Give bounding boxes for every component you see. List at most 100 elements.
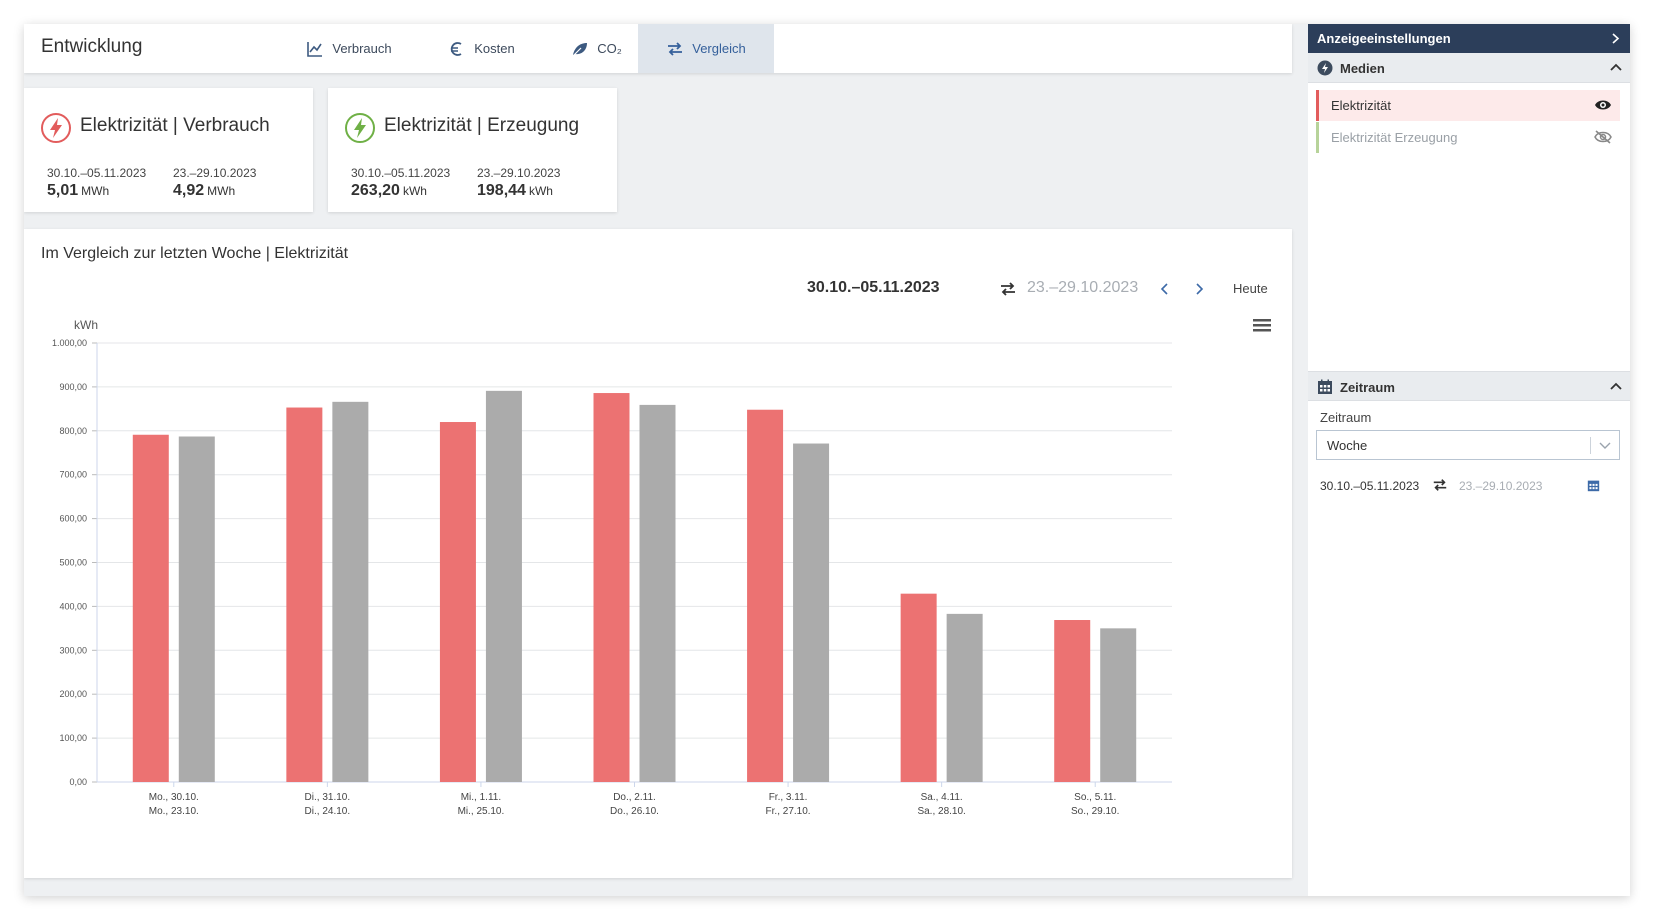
tab-label: CO₂ bbox=[597, 41, 622, 56]
top-bar: Entwicklung Verbrauch Kosten CO₂ bbox=[24, 24, 1292, 73]
y-axis-unit: kWh bbox=[74, 318, 98, 332]
y-tick-label: 600,00 bbox=[59, 514, 87, 524]
y-tick-label: 300,00 bbox=[59, 645, 87, 655]
period-label: 23.–29.10.2023 bbox=[173, 166, 257, 180]
page-title: Entwicklung bbox=[41, 36, 143, 57]
current-range: 30.10.–05.11.2023 bbox=[807, 279, 940, 296]
x-tick-label: Di., 24.10. bbox=[305, 806, 351, 817]
previous-period: 23.–29.10.2023 198,44 kWh bbox=[477, 166, 560, 200]
x-tick-label: So., 5.11. bbox=[1074, 792, 1116, 803]
section-media-header[interactable]: Medien bbox=[1308, 53, 1630, 83]
period-label: 23.–29.10.2023 bbox=[477, 166, 561, 180]
today-button[interactable]: Heute bbox=[1233, 281, 1268, 296]
calendar-icon[interactable] bbox=[1587, 479, 1600, 492]
period-select[interactable]: Woche bbox=[1316, 430, 1620, 460]
chevron-right-icon[interactable] bbox=[1610, 32, 1620, 45]
lightning-icon bbox=[1317, 60, 1333, 76]
y-tick-label: 100,00 bbox=[59, 733, 87, 743]
chevron-up-icon[interactable] bbox=[1610, 62, 1622, 72]
y-tick-label: 700,00 bbox=[59, 470, 87, 480]
y-tick-label: 1.000,00 bbox=[52, 338, 87, 348]
bar bbox=[900, 593, 937, 782]
chevron-left-icon[interactable] bbox=[1158, 280, 1172, 298]
media-label: Elektrizität Erzeugung bbox=[1331, 130, 1458, 145]
eye-slash-icon[interactable] bbox=[1594, 130, 1612, 144]
card-title: Elektrizität | Verbrauch bbox=[80, 115, 270, 136]
period-select-value: Woche bbox=[1327, 437, 1368, 453]
chevron-right-icon[interactable] bbox=[1192, 280, 1206, 298]
sidebar-title: Anzeigeeinstellungen bbox=[1317, 31, 1451, 46]
y-tick-label: 0,00 bbox=[69, 777, 87, 787]
select-divider bbox=[1590, 437, 1591, 454]
lightning-icon bbox=[41, 113, 71, 143]
calendar-icon bbox=[1318, 379, 1332, 394]
bar bbox=[793, 443, 830, 782]
bar bbox=[439, 422, 476, 782]
swap-arrows-icon[interactable] bbox=[1432, 477, 1448, 493]
y-tick-label: 500,00 bbox=[59, 558, 87, 568]
bar bbox=[485, 390, 522, 782]
media-label: Elektrizität bbox=[1331, 98, 1391, 113]
app-frame: Entwicklung Verbrauch Kosten CO₂ bbox=[24, 24, 1630, 896]
x-tick-label: Mo., 30.10. bbox=[149, 792, 199, 803]
settings-sidebar: Anzeigeeinstellungen Medien Elektrizität bbox=[1308, 24, 1630, 896]
tab-co2[interactable]: CO₂ bbox=[554, 24, 639, 73]
sidebar-compare-range: 23.–29.10.2023 bbox=[1459, 479, 1543, 493]
compare-range: 23.–29.10.2023 bbox=[1027, 279, 1139, 296]
x-tick-label: Fr., 27.10. bbox=[766, 806, 811, 817]
sidebar-header[interactable]: Anzeigeeinstellungen bbox=[1308, 24, 1630, 53]
chevron-up-icon[interactable] bbox=[1610, 381, 1622, 391]
tab-label: Vergleich bbox=[692, 41, 746, 56]
tab-label: Verbrauch bbox=[332, 41, 392, 56]
y-tick-label: 400,00 bbox=[59, 601, 87, 611]
bar bbox=[286, 407, 323, 782]
tab-kosten[interactable]: Kosten bbox=[434, 24, 529, 73]
period-value: 198,44 kWh bbox=[477, 182, 553, 199]
section-title: Zeitraum bbox=[1340, 380, 1395, 395]
x-tick-label: Di., 31.10. bbox=[305, 792, 351, 803]
x-tick-label: Mo., 23.10. bbox=[149, 806, 199, 817]
tab-vergleich[interactable]: Vergleich bbox=[638, 24, 774, 73]
period-field-label: Zeitraum bbox=[1320, 410, 1372, 425]
swap-arrows-icon[interactable] bbox=[999, 280, 1017, 298]
bar-chart: kWh 0,00 100,00 200,00 300,00 400,00 500,00 600… bbox=[52, 318, 1172, 817]
chart-title: Im Vergleich zur letzten Woche | Elektri… bbox=[41, 245, 349, 262]
chevron-down-icon[interactable] bbox=[1599, 441, 1611, 450]
x-tick-label: Fr., 3.11. bbox=[769, 792, 808, 803]
kpi-card-verbrauch: Elektrizität | Verbrauch 30.10.–05.11.20… bbox=[24, 88, 313, 212]
bar bbox=[1054, 620, 1091, 782]
bar bbox=[178, 436, 215, 782]
current-period: 30.10.–05.11.2023 5,01 MWh bbox=[47, 166, 146, 200]
sidebar-current-range: 30.10.–05.11.2023 bbox=[1320, 479, 1420, 493]
tab-verbrauch[interactable]: Verbrauch bbox=[294, 24, 404, 73]
bar bbox=[593, 393, 630, 782]
period-label: 30.10.–05.11.2023 bbox=[47, 166, 147, 180]
chart-panel: Im Vergleich zur letzten Woche | Elektri… bbox=[24, 229, 1292, 878]
date-navigation: 30.10.–05.11.2023 23.–29.10.2023 Heute bbox=[24, 279, 1292, 299]
x-tick-label: Do., 26.10. bbox=[610, 806, 659, 817]
card-title: Elektrizität | Erzeugung bbox=[384, 115, 580, 136]
period-value: 4,92 MWh bbox=[173, 182, 236, 199]
media-item-elektrizitaet[interactable]: Elektrizität bbox=[1316, 90, 1620, 121]
x-tick-label: Do., 2.11. bbox=[613, 792, 656, 803]
x-tick-label: Sa., 4.11. bbox=[921, 792, 963, 803]
previous-period: 23.–29.10.2023 4,92 MWh bbox=[173, 166, 256, 200]
bar bbox=[132, 434, 169, 782]
swap-arrows-icon bbox=[668, 41, 683, 56]
section-period-header[interactable]: Zeitraum bbox=[1308, 371, 1630, 401]
eye-icon[interactable] bbox=[1594, 98, 1612, 112]
section-title: Medien bbox=[1340, 61, 1385, 76]
current-period: 30.10.–05.11.2023 263,20 kWh bbox=[351, 166, 450, 200]
leaf-icon bbox=[572, 42, 588, 56]
hamburger-menu-icon[interactable] bbox=[1252, 317, 1272, 333]
period-value: 5,01 MWh bbox=[47, 182, 110, 199]
bar bbox=[639, 404, 676, 782]
bar bbox=[747, 409, 784, 782]
x-tick-label: Sa., 28.10. bbox=[917, 806, 965, 817]
x-tick-label: Mi., 25.10. bbox=[458, 806, 505, 817]
y-tick-label: 200,00 bbox=[59, 689, 87, 699]
media-item-erzeugung[interactable]: Elektrizität Erzeugung bbox=[1316, 122, 1620, 153]
line-chart-icon bbox=[307, 41, 323, 57]
tab-label: Kosten bbox=[474, 41, 515, 56]
y-tick-label: 800,00 bbox=[59, 426, 87, 436]
